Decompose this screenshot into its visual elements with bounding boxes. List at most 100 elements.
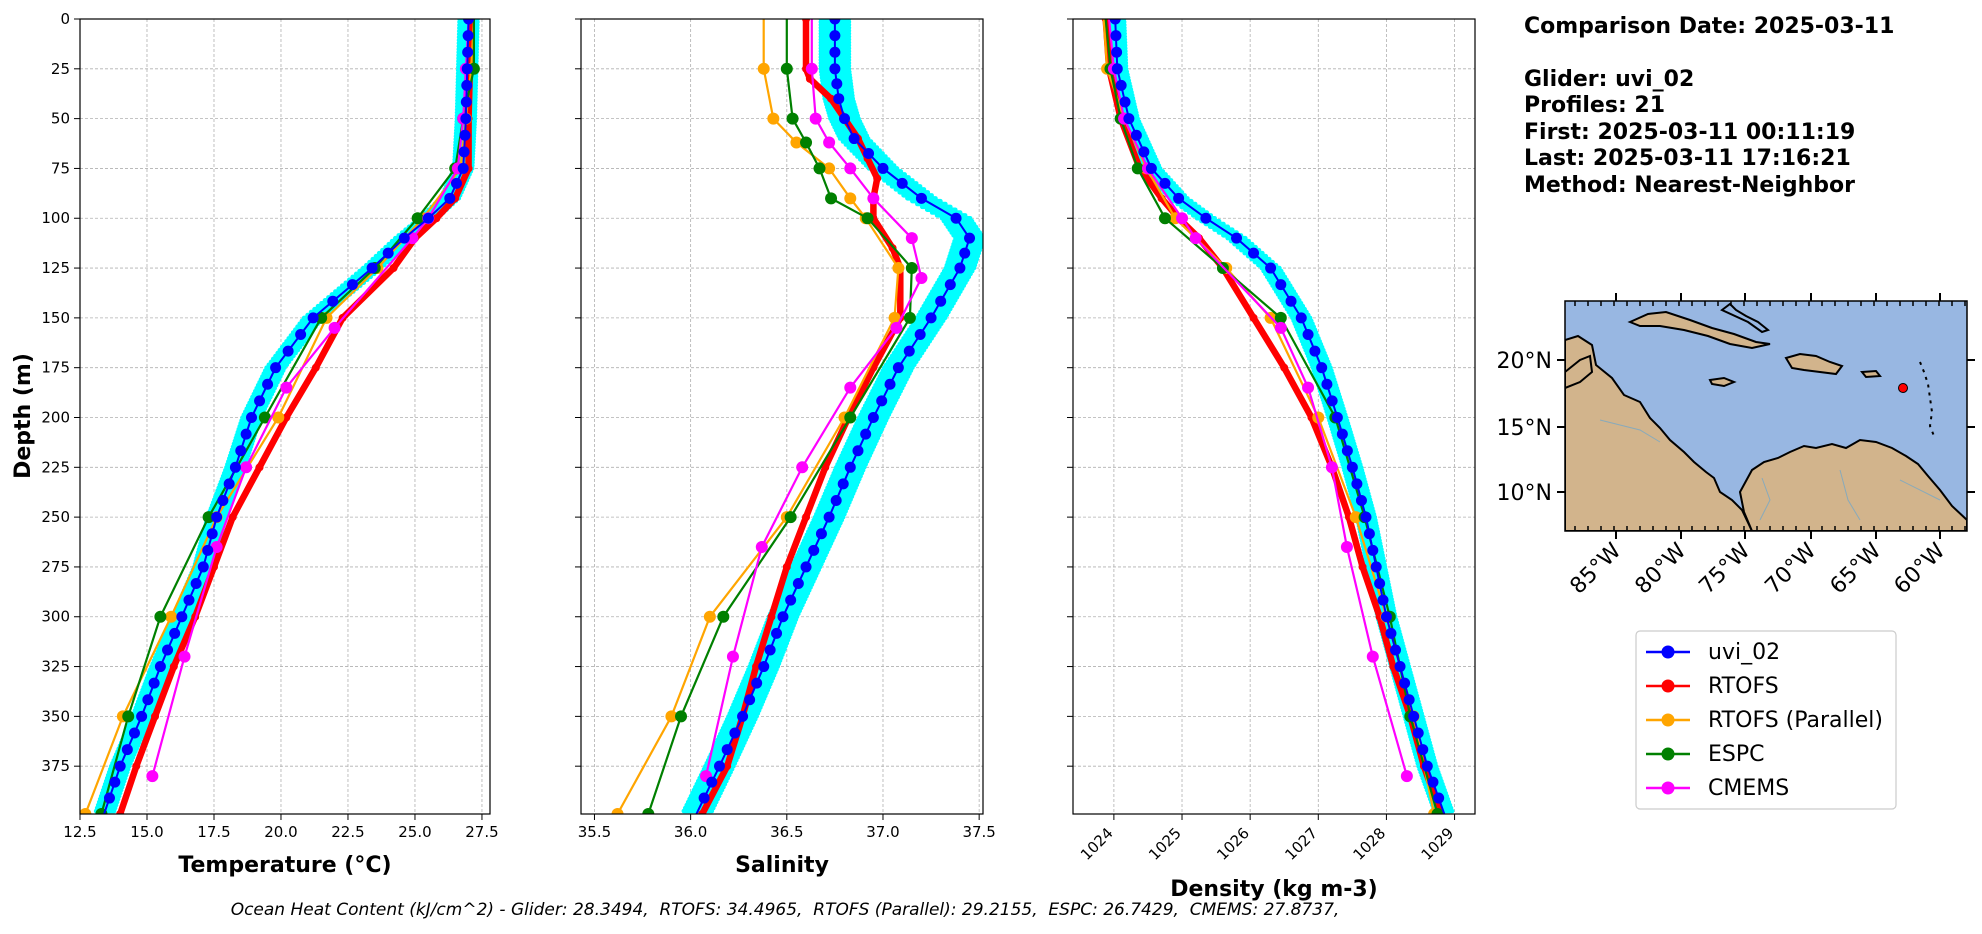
location-map: 20°N 15°N 10°N 85°W 80°W 75°W 70°W 65°W 60°W	[1497, 293, 1975, 599]
data-point	[162, 644, 174, 656]
data-point	[240, 461, 253, 474]
legend-frame	[1635, 630, 1897, 810]
data-point	[1421, 760, 1433, 772]
data-point	[1159, 177, 1171, 189]
data-point	[280, 381, 293, 394]
hispaniola-land	[1784, 352, 1844, 376]
data-point	[136, 710, 148, 722]
data-point	[785, 594, 797, 606]
y-tick-label: 125	[41, 259, 70, 277]
data-point	[1351, 478, 1363, 490]
data-point	[827, 94, 836, 103]
data-point	[915, 272, 928, 285]
data-point	[1111, 46, 1123, 58]
data-point	[954, 262, 966, 274]
x-tick-label: 37.0	[866, 823, 899, 841]
x-tick-label: 25.0	[398, 823, 431, 841]
data-point	[1355, 495, 1367, 507]
data-point	[228, 513, 237, 522]
y-tick-label: 50	[51, 110, 70, 128]
data-point	[809, 112, 822, 125]
legend-item: CMEMS	[1646, 776, 1789, 801]
data-point	[890, 321, 903, 334]
data-point	[165, 610, 178, 623]
series-line	[100, 19, 475, 814]
data-point	[146, 770, 159, 783]
data-point	[128, 727, 140, 739]
data-point	[726, 650, 739, 663]
data-point	[1380, 611, 1392, 623]
data-point	[1341, 445, 1353, 457]
map-lon-label: 65°W	[1826, 538, 1887, 599]
series-espc	[1104, 19, 1444, 814]
data-point	[1363, 528, 1375, 540]
data-point	[796, 461, 809, 474]
x-axis-label: Salinity	[735, 853, 829, 878]
plot-area	[1101, 19, 1455, 814]
legend-item: RTOFS (Parallel)	[1646, 708, 1883, 733]
yucatan-land	[1565, 354, 1594, 390]
data-point	[611, 808, 624, 814]
data-point	[829, 63, 841, 75]
data-point	[282, 345, 294, 357]
y-tick-label: 175	[41, 359, 70, 377]
data-point	[1400, 770, 1413, 783]
data-point	[780, 62, 793, 75]
data-point	[1295, 312, 1307, 324]
data-point	[114, 760, 126, 772]
data-point	[698, 810, 707, 814]
data-point	[311, 363, 320, 372]
series-cmems	[146, 19, 472, 783]
data-point	[944, 279, 956, 291]
y-tick-label: 350	[41, 707, 70, 725]
data-point	[422, 212, 434, 224]
data-point	[1358, 562, 1367, 571]
legend-label: RTOFS	[1708, 674, 1779, 699]
y-tick-label: 150	[41, 309, 70, 327]
data-point	[1145, 162, 1157, 174]
x-tick-label: 1028	[1350, 824, 1390, 864]
data-point	[821, 463, 830, 472]
data-point	[1367, 544, 1379, 556]
glider-location-marker	[1898, 383, 1908, 393]
y-tick-label: 250	[41, 508, 70, 526]
data-point	[258, 411, 271, 424]
x-tick-label: 37.5	[962, 823, 995, 841]
legend-item: uvi_02	[1646, 640, 1780, 665]
data-point	[1302, 381, 1315, 394]
data-point	[764, 644, 776, 656]
country-borders	[1599, 419, 1941, 521]
x-tick-label: 1025	[1145, 824, 1185, 864]
data-point	[1200, 212, 1212, 224]
data-point	[190, 578, 202, 590]
data-point	[703, 610, 716, 623]
series-uvi-02	[695, 19, 976, 814]
data-point	[1331, 411, 1343, 423]
data-point	[246, 411, 258, 423]
axes-frame	[1072, 18, 1476, 815]
y-tick-label: 100	[41, 209, 70, 227]
data-point	[767, 112, 780, 125]
data-point	[914, 328, 926, 340]
data-point	[844, 411, 857, 424]
series-uvi-02	[103, 19, 475, 814]
first-time: First: 2025-03-11 00:11:19	[1524, 119, 1856, 145]
legend-item: RTOFS	[1646, 674, 1779, 699]
data-point	[829, 46, 841, 58]
data-point	[867, 411, 879, 423]
data-point	[411, 212, 424, 225]
legend-marker	[1661, 645, 1675, 659]
data-point	[223, 478, 235, 490]
data-point	[802, 513, 811, 522]
data-point	[121, 744, 133, 756]
map-lat-label: 15°N	[1497, 416, 1552, 441]
data-point	[151, 712, 160, 721]
legend-label: uvi_02	[1708, 640, 1780, 665]
series-line	[1114, 19, 1446, 814]
data-point	[861, 212, 874, 225]
data-point	[903, 311, 916, 324]
x-tick-label: 12.5	[63, 823, 96, 841]
data-point	[1427, 776, 1439, 788]
data-point	[262, 378, 274, 390]
legend-marker	[1661, 781, 1675, 795]
